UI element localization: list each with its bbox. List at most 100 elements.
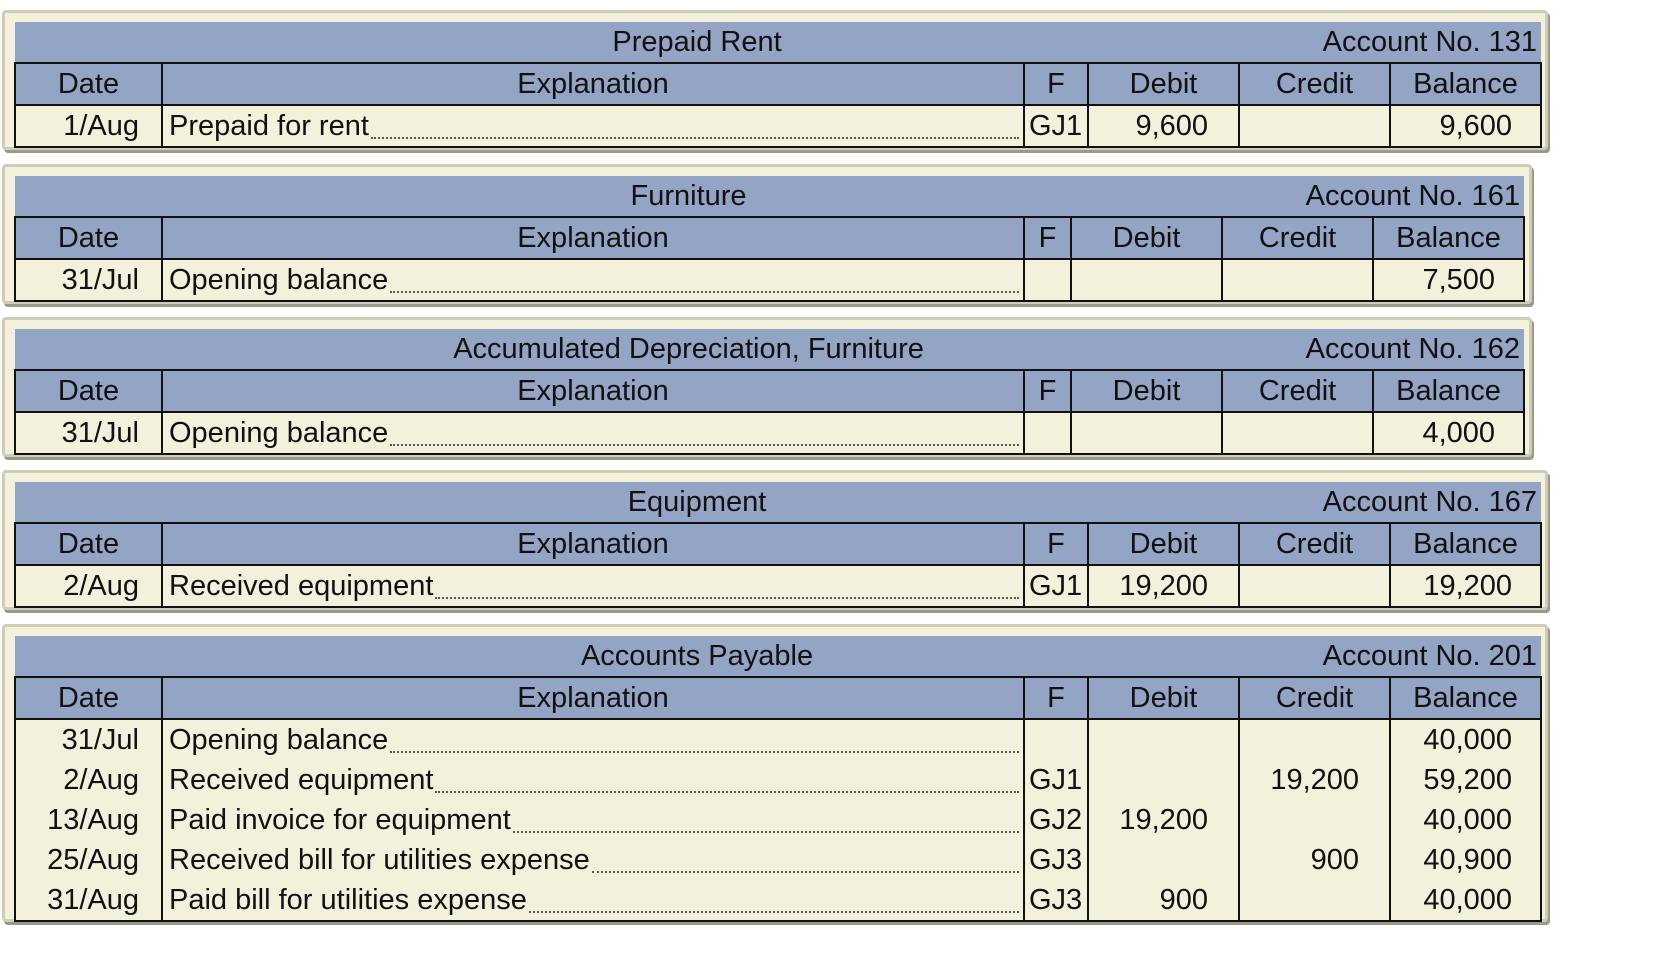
cell-debit [1086,719,1241,760]
header-date: Date [14,522,163,566]
cell-credit [1238,105,1392,148]
header-date: Date [14,216,163,260]
cell-credit [1221,259,1375,302]
dotted-leader [370,137,1019,139]
ledger-table: Accumulated Depreciation, Furniture Acco… [14,329,1526,455]
table-row: 25/Aug Received bill for utilities expen… [14,840,1543,880]
cell-explanation: Opening balance [169,417,389,449]
cell-credit [1221,412,1375,455]
cell-folio: GJ3 [1023,880,1089,922]
header-date: Date [14,369,163,413]
table-row: 31/Jul Opening balance 4,000 [14,412,1526,455]
cell-date: 31/Jul [14,412,163,455]
cell-explanation: Received equipment [169,764,434,796]
account-number: Account No. 201 [1239,636,1542,677]
cell-date: 31/Jul [14,719,163,760]
account-title: Furniture [15,176,1223,217]
ledger-equipment: Equipment Account No. 167 Date Explanati… [2,470,1548,610]
header-date: Date [14,676,163,720]
header-f: F [1023,676,1089,720]
ledger-table: Prepaid Rent Account No. 131 Date Explan… [14,22,1543,148]
header-explanation: Explanation [161,369,1025,413]
ledger-table: Equipment Account No. 167 Date Explanati… [14,482,1543,608]
account-number: Account No. 167 [1239,482,1542,523]
cell-folio [1023,412,1072,455]
header-balance: Balance [1372,369,1526,413]
dotted-leader [512,831,1019,833]
cell-debit: 19,200 [1086,565,1241,608]
cell-credit: 19,200 [1238,760,1392,800]
cell-folio: GJ2 [1023,800,1089,840]
cell-credit [1238,719,1392,760]
dotted-leader [435,597,1019,599]
header-explanation: Explanation [161,522,1025,566]
cell-balance: 4,000 [1372,412,1526,455]
cell-debit [1069,412,1224,455]
table-row: 2/Aug Received equipment GJ1 19,200 59,2… [14,760,1543,800]
table-row: 31/Jul Opening balance 7,500 [14,259,1526,302]
cell-date: 1/Aug [14,105,163,148]
ledger-accumulated-depreciation: Accumulated Depreciation, Furniture Acco… [2,317,1532,457]
ledger-prepaid-rent: Prepaid Rent Account No. 131 Date Explan… [2,10,1548,150]
cell-credit [1238,880,1392,922]
cell-balance: 59,200 [1389,760,1543,800]
cell-date: 31/Jul [14,259,163,302]
ledger-table: Accounts Payable Account No. 201 Date Ex… [14,636,1543,922]
cell-date: 2/Aug [14,760,163,800]
cell-date: 31/Aug [14,880,163,922]
cell-date: 13/Aug [14,800,163,840]
account-number: Account No. 162 [1222,329,1525,370]
table-row: 13/Aug Paid invoice for equipment GJ2 19… [14,800,1543,840]
cell-balance: 40,900 [1389,840,1543,880]
header-f: F [1023,369,1072,413]
cell-folio: GJ1 [1023,105,1089,148]
cell-balance: 19,200 [1389,565,1543,608]
header-credit: Credit [1221,216,1375,260]
cell-explanation: Received bill for utilities expense [169,844,590,876]
cell-date: 25/Aug [14,840,163,880]
dotted-leader [528,911,1019,913]
header-f: F [1023,522,1089,566]
cell-credit [1238,565,1392,608]
cell-credit: 900 [1238,840,1392,880]
dotted-leader [390,291,1019,293]
account-title: Prepaid Rent [15,22,1240,63]
header-balance: Balance [1389,62,1543,106]
header-credit: Credit [1238,522,1392,566]
ledger-furniture: Furniture Account No. 161 Date Explanati… [2,164,1532,304]
header-explanation: Explanation [161,62,1025,106]
cell-debit [1069,259,1224,302]
cell-debit: 900 [1086,880,1241,922]
header-explanation: Explanation [161,216,1025,260]
header-debit: Debit [1069,369,1224,413]
ledger-accounts-payable: Accounts Payable Account No. 201 Date Ex… [2,624,1548,922]
cell-explanation: Paid invoice for equipment [169,804,511,836]
header-debit: Debit [1086,522,1241,566]
cell-explanation: Opening balance [169,724,389,756]
header-balance: Balance [1389,676,1543,720]
header-debit: Debit [1086,676,1241,720]
table-row: 31/Jul Opening balance 40,000 [14,719,1543,760]
cell-folio [1023,259,1072,302]
cell-debit [1086,840,1241,880]
cell-explanation: Prepaid for rent [169,110,369,142]
dotted-leader [591,871,1019,873]
cell-balance: 40,000 [1389,719,1543,760]
header-debit: Debit [1069,216,1224,260]
dotted-leader [390,751,1019,753]
cell-explanation: Received equipment [169,570,434,602]
header-date: Date [14,62,163,106]
header-credit: Credit [1238,62,1392,106]
header-debit: Debit [1086,62,1241,106]
header-f: F [1023,62,1089,106]
table-row: 1/Aug Prepaid for rent GJ1 9,600 9,600 [14,105,1543,148]
cell-balance: 40,000 [1389,800,1543,840]
header-credit: Credit [1221,369,1375,413]
cell-balance: 7,500 [1372,259,1526,302]
account-title: Equipment [15,482,1240,523]
dotted-leader [435,791,1019,793]
ledger-table: Furniture Account No. 161 Date Explanati… [14,176,1526,302]
cell-debit [1086,760,1241,800]
dotted-leader [390,444,1019,446]
account-title: Accounts Payable [15,636,1240,677]
